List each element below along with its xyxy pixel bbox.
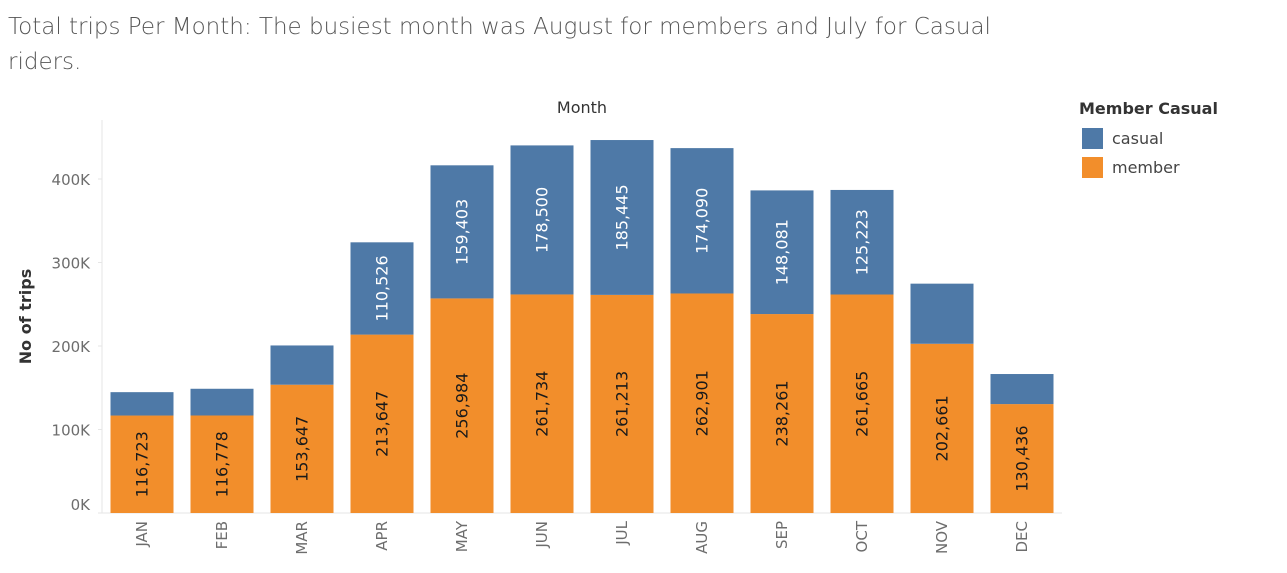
data-label-member-oct: 261,665 [853,371,872,437]
bar-member-aug[interactable] [670,293,734,513]
x-tick-label-mar: MAR [293,521,311,555]
x-tick-label-oct: OCT [853,520,871,552]
bar-member-apr[interactable] [350,334,414,513]
data-label-casual-jul: 185,445 [613,184,632,250]
bar-member-dec[interactable] [990,404,1054,513]
legend: Member Casual casual member [1079,98,1279,182]
data-label-casual-oct: 125,223 [853,209,872,275]
x-tick-label-feb: FEB [213,521,231,549]
x-tick-label-jul: JUL [613,520,631,545]
bar-member-oct[interactable] [830,294,894,513]
legend-swatch-casual [1082,128,1103,149]
data-label-member-aug: 262,901 [693,370,712,436]
bar-member-sep[interactable] [750,314,814,513]
x-tick-label-sep: SEP [773,521,791,549]
data-label-member-feb: 116,778 [213,431,232,497]
bar-member-mar[interactable] [270,384,334,513]
data-label-casual-sep: 148,081 [773,219,792,285]
bar-casual-nov[interactable] [910,283,974,344]
x-tick-label-dec: DEC [1013,521,1031,553]
bar-member-jul[interactable] [590,294,654,513]
chart-title: Total trips Per Month: The busiest month… [8,14,991,75]
y-tick-label: 100K [52,422,92,440]
legend-item-casual[interactable]: casual [1079,124,1279,153]
x-tick-label-jun: JUN [533,521,551,549]
data-label-member-apr: 213,647 [373,391,392,457]
legend-swatch-member [1082,157,1103,178]
bar-member-may[interactable] [430,298,494,513]
y-tick-label: 200K [52,338,92,356]
data-label-member-nov: 202,661 [933,395,952,461]
data-label-casual-apr: 110,526 [373,255,392,321]
x-tick-label-nov: NOV [933,520,951,554]
data-label-casual-may: 159,403 [453,199,472,265]
y-tick-label: 0K [71,496,92,514]
data-label-member-sep: 238,261 [773,380,792,446]
bar-member-jan[interactable] [110,415,174,513]
legend-label-member: member [1112,158,1180,177]
bar-casual-aug[interactable] [670,148,734,294]
bar-casual-apr[interactable] [350,242,414,335]
bar-casual-oct[interactable] [830,189,894,295]
bar-casual-jul[interactable] [590,140,654,295]
bar-casual-jun[interactable] [510,145,574,295]
y-axis-title: No of trips [16,269,35,364]
bar-casual-mar[interactable] [270,345,334,385]
data-label-casual-jun: 178,500 [533,187,552,253]
data-label-member-mar: 153,647 [293,416,312,482]
legend-label-casual: casual [1112,129,1164,148]
bar-casual-may[interactable] [430,165,494,299]
data-label-casual-aug: 174,090 [693,188,712,254]
y-tick-label: 400K [52,171,92,189]
x-tick-label-apr: APR [373,521,391,551]
data-label-member-may: 256,984 [453,373,472,439]
x-tick-label-may: MAY [453,520,471,552]
legend-title: Member Casual [1079,99,1218,118]
data-label-member-jun: 261,734 [533,371,552,437]
bar-casual-jan[interactable] [110,392,174,416]
x-tick-label-jan: JAN [133,521,151,548]
bar-member-nov[interactable] [910,343,974,513]
bar-member-feb[interactable] [190,415,254,513]
x-axis-title: Month [557,98,607,117]
y-tick-label: 300K [52,255,92,273]
legend-item-member[interactable]: member [1079,153,1279,182]
data-label-member-dec: 130,436 [1013,425,1032,491]
bar-casual-dec[interactable] [990,374,1054,405]
data-label-member-jul: 261,213 [613,371,632,437]
bar-casual-sep[interactable] [750,190,814,315]
bar-member-jun[interactable] [510,294,574,513]
bar-casual-feb[interactable] [190,388,254,416]
x-tick-label-aug: AUG [693,521,711,554]
data-label-member-jan: 116,723 [133,431,152,497]
